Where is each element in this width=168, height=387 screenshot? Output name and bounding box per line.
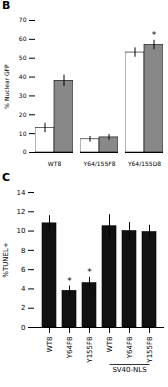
svg-text:0: 0 bbox=[23, 148, 27, 155]
svg-text:8: 8 bbox=[21, 247, 25, 255]
svg-text:10: 10 bbox=[17, 227, 26, 235]
svg-text:*: * bbox=[152, 30, 157, 40]
svg-text:10: 10 bbox=[19, 130, 27, 137]
html-text:C: C bbox=[2, 171, 11, 184]
svg-text:WT8: WT8 bbox=[106, 337, 114, 353]
svg-text:4: 4 bbox=[21, 285, 26, 293]
svg-text:%TUNEL+: %TUNEL+ bbox=[2, 242, 10, 278]
svg-text:Y64F8: Y64F8 bbox=[66, 337, 74, 360]
svg-text:70: 70 bbox=[19, 16, 27, 23]
svg-text:*: * bbox=[87, 267, 92, 277]
svg-text:% Nuclear GFP: % Nuclear GFP bbox=[3, 64, 10, 109]
svg-text:*: * bbox=[67, 276, 72, 286]
svg-text:WT8: WT8 bbox=[46, 337, 54, 353]
svg-text:Y155F8: Y155F8 bbox=[146, 337, 154, 364]
svg-text:12: 12 bbox=[17, 208, 26, 216]
svg-text:14: 14 bbox=[17, 189, 26, 197]
svg-text:Y155F8: Y155F8 bbox=[86, 337, 94, 364]
svg-text:SV40-NLS: SV40-NLS bbox=[112, 366, 147, 374]
svg-text:20: 20 bbox=[19, 111, 27, 118]
svg-text:WT8: WT8 bbox=[48, 160, 62, 167]
svg-text:60: 60 bbox=[19, 35, 27, 42]
svg-text:50: 50 bbox=[19, 54, 27, 61]
svg-text:6: 6 bbox=[21, 266, 26, 274]
svg-text:30: 30 bbox=[19, 92, 27, 99]
svg-text:Y64/155D8: Y64/155D8 bbox=[127, 160, 161, 167]
svg-text:2: 2 bbox=[21, 304, 25, 312]
html-text:B: B bbox=[2, 0, 11, 12]
svg-text:40: 40 bbox=[19, 73, 27, 80]
svg-text:Y64/155F8: Y64/155F8 bbox=[82, 160, 115, 167]
svg-text:0: 0 bbox=[21, 324, 25, 332]
svg-text:Y64F8: Y64F8 bbox=[126, 337, 134, 360]
